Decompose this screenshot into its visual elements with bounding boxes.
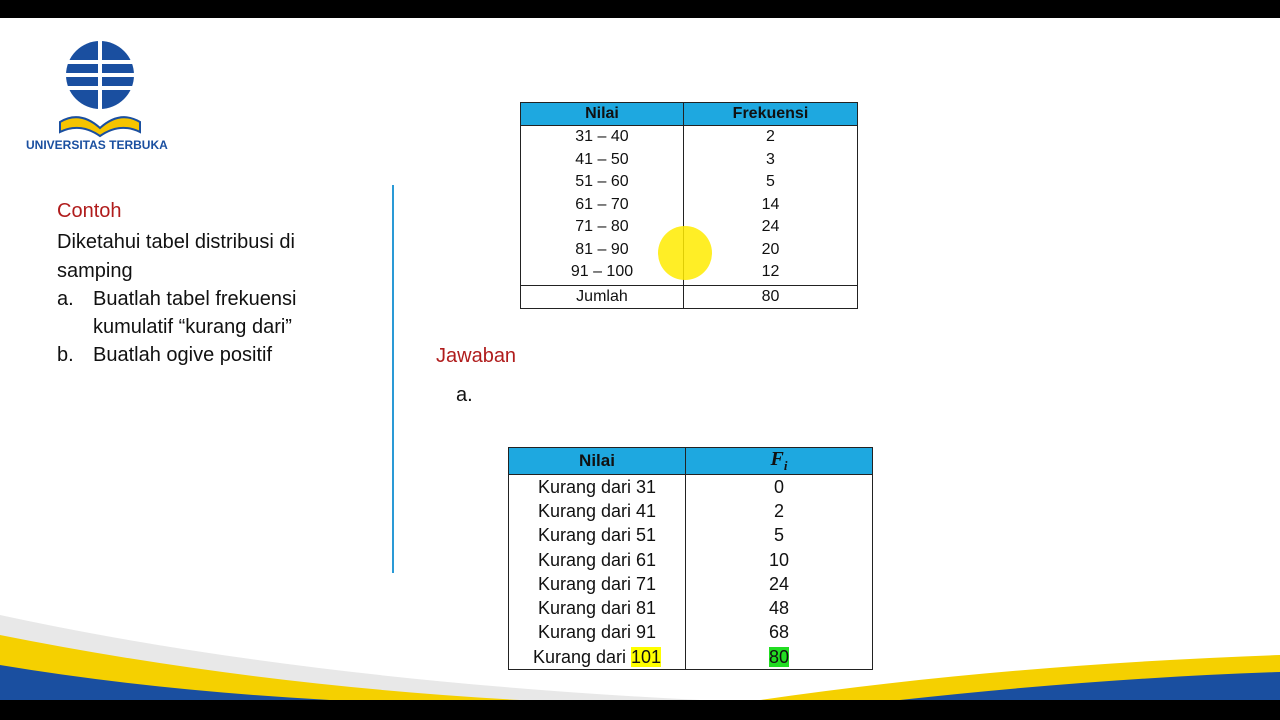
cell: 41 – 50 (520, 148, 684, 171)
data-row: 41 – 50 3 (520, 148, 859, 171)
cell: Kurang dari 81 (508, 596, 686, 621)
data-row: Kurang dari 51 5 (508, 523, 873, 548)
total-row: Jumlah 80 (520, 284, 859, 309)
cell: 12 (682, 261, 859, 285)
cell: 10 (685, 547, 873, 573)
cell: 14 (682, 193, 859, 216)
cell: 61 – 70 (520, 193, 684, 216)
data-row: 81 – 90 20 (520, 238, 859, 261)
data-row: Kurang dari 31 0 (508, 474, 873, 500)
cell: 91 – 100 (520, 261, 684, 285)
answer-title: Jawaban (436, 345, 517, 367)
cumulative-table: Nilai Fi Kurang dari 31 0 Kurang dari 41 2 Kur… (508, 447, 873, 671)
frequency-table: Nilai Frekuensi 31 – 40 2 41 – 50 3 51 – 60 5 61… (520, 102, 859, 309)
list-marker: a. (57, 288, 74, 310)
cell: 81 – 90 (520, 238, 684, 261)
cell: 5 (682, 171, 859, 194)
header-row: Nilai Frekuensi (520, 102, 859, 126)
top-bar (0, 0, 1280, 18)
cell: 2 (685, 499, 873, 524)
data-row: Kurang dari 61 10 (508, 547, 873, 573)
list-item: b. Buatlah ogive positif (57, 341, 337, 369)
cell: 5 (685, 523, 873, 548)
bottom-bar (0, 700, 1280, 720)
cell: 31 – 40 (520, 125, 684, 149)
cell: Jumlah (520, 284, 684, 309)
list-text: Buatlah tabel frekuensi kumulatif “kuran… (93, 288, 297, 338)
cell: 20 (682, 238, 859, 261)
highlight: 80 (768, 646, 790, 667)
answer-part: a. (456, 384, 473, 406)
header-row: Nilai Fi (508, 447, 873, 475)
example-title: Contoh (57, 200, 122, 222)
cell: Kurang dari 61 (508, 547, 686, 573)
data-row: 51 – 60 5 (520, 171, 859, 194)
footer-swoosh (0, 615, 1280, 700)
data-row: Kurang dari 71 24 (508, 572, 873, 597)
cell: 71 – 80 (520, 216, 684, 239)
cell: Kurang dari 51 (508, 523, 686, 548)
list-marker: b. (57, 344, 74, 366)
cell: 0 (685, 474, 873, 500)
cell: 48 (685, 596, 873, 621)
cell: Kurang dari 101 (508, 645, 686, 671)
example-intro: Diketahui tabel distribusi di samping (57, 231, 295, 282)
cell: 80 (682, 284, 859, 309)
cell: Kurang dari 41 (508, 499, 686, 524)
cell: 51 – 60 (520, 171, 684, 194)
data-row: Kurang dari 101 80 (508, 645, 873, 671)
subscript: i (783, 458, 788, 473)
header-cell: Nilai (520, 102, 684, 126)
divider (392, 185, 394, 573)
header-cell: Frekuensi (682, 102, 859, 126)
header-cell: Nilai (508, 447, 686, 475)
logo (59, 40, 141, 138)
cell: 68 (685, 620, 873, 646)
data-row: 61 – 70 14 (520, 193, 859, 216)
cell: 24 (685, 572, 873, 597)
cell: Kurang dari 71 (508, 572, 686, 597)
cell: 80 (685, 645, 873, 671)
symbol: F (770, 448, 784, 470)
highlight: 101 (631, 646, 662, 667)
example-list: a. Buatlah tabel frekuensi kumulatif “kur… (57, 285, 337, 369)
cell: 24 (682, 216, 859, 239)
data-row: Kurang dari 91 68 (508, 620, 873, 646)
list-text: Buatlah ogive positif (93, 344, 273, 366)
list-item: a. Buatlah tabel frekuensi kumulatif “kur… (57, 285, 337, 341)
cell: Kurang dari 91 (508, 620, 686, 646)
data-row: 31 – 40 2 (520, 125, 859, 149)
data-row: 71 – 80 24 (520, 216, 859, 239)
data-row: Kurang dari 81 48 (508, 596, 873, 621)
header-cell: Fi (685, 447, 873, 475)
cell: Kurang dari 31 (508, 474, 686, 500)
cell-text: Kurang dari (532, 646, 626, 667)
cell: 3 (682, 148, 859, 171)
logo-text: UNIVERSITAS TERBUKA (26, 138, 168, 152)
data-row: Kurang dari 41 2 (508, 499, 873, 524)
cell: 2 (682, 125, 859, 149)
cursor-highlight (658, 226, 712, 280)
